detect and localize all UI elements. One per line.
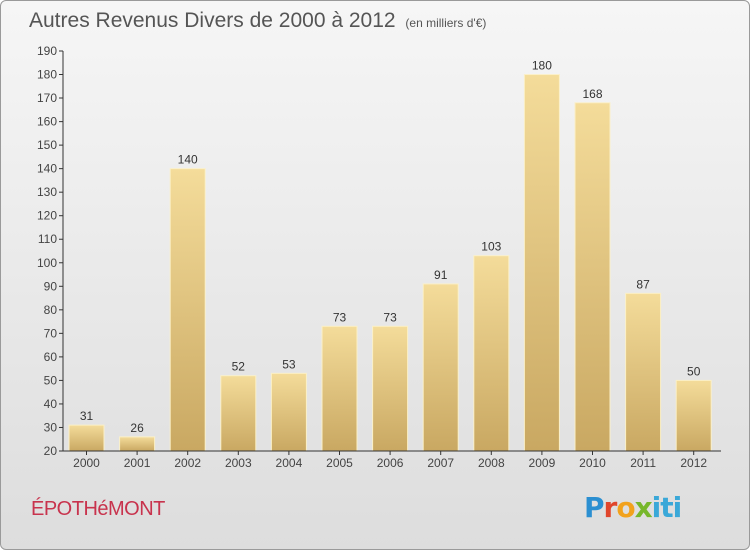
x-axis: 2000 2001 2002 2003 2004 2005 2006 2007 2008 2009…: [63, 450, 721, 470]
value-label-2008: 103: [481, 240, 501, 254]
x-tick-label-2008: 2008: [478, 456, 505, 470]
value-label-2001: 26: [130, 421, 144, 435]
bar-2012: [675, 379, 712, 452]
bar-2005: [321, 325, 358, 452]
y-tick-label: 80: [44, 303, 58, 317]
value-label-2005: 73: [333, 310, 347, 324]
value-label-2006: 73: [383, 310, 397, 324]
y-tick-label: 20: [44, 444, 58, 458]
y-tick-label: 170: [37, 91, 57, 105]
commune-name: ÉPOTHéMONT: [31, 498, 165, 520]
y-tick-label: 90: [44, 279, 58, 293]
x-tick-label-2005: 2005: [326, 456, 353, 470]
y-tick-label: 180: [37, 68, 57, 82]
y-tick-label: 120: [37, 209, 57, 223]
value-label-2009: 180: [532, 59, 552, 73]
bar-2007: [422, 283, 459, 452]
x-tick-label-2011: 2011: [630, 456, 656, 470]
y-tick-label: 40: [44, 397, 58, 411]
y-tick-label: 140: [37, 162, 57, 176]
x-tick-label-2001: 2001: [124, 456, 151, 470]
bar-2002: [169, 168, 206, 452]
x-tick-label-2003: 2003: [225, 456, 252, 470]
x-tick-label-2009: 2009: [529, 456, 556, 470]
value-label-2004: 53: [282, 357, 296, 371]
chart-title: Autres Revenus Divers de 2000 à 2012 (en…: [29, 9, 486, 33]
bar-2004: [270, 372, 307, 452]
chart-title-text: Autres Revenus Divers de 2000 à 2012: [29, 9, 396, 32]
x-tick-label-2004: 2004: [276, 456, 303, 470]
y-tick-label: 150: [37, 138, 57, 152]
value-label-2012: 50: [687, 364, 701, 378]
y-tick-label: 60: [44, 350, 58, 364]
x-tick-label-2000: 2000: [73, 456, 100, 470]
y-tick-label: 130: [37, 185, 57, 199]
bar-2001: [119, 436, 156, 452]
y-tick-label: 70: [44, 326, 58, 340]
value-label-2000: 31: [80, 409, 94, 423]
bar-2003: [220, 375, 257, 452]
bar-2009: [523, 74, 560, 452]
value-label-2010: 168: [582, 87, 602, 101]
chart-unit: (en milliers d'€): [405, 16, 487, 30]
bar-2011: [625, 292, 662, 452]
bar-2006: [372, 325, 409, 452]
bars: 31 26 140 52 53 73 73 91 103 180 168 87 50: [68, 59, 712, 452]
y-tick-label: 110: [38, 232, 57, 246]
value-label-2003: 52: [232, 360, 246, 374]
value-label-2007: 91: [434, 268, 448, 282]
y-tick-label: 30: [44, 420, 58, 434]
x-tick-label-2007: 2007: [427, 456, 454, 470]
bar-2010: [574, 102, 611, 452]
bar-2008: [473, 255, 510, 452]
value-label-2011: 87: [636, 277, 650, 291]
y-tick-label: 190: [37, 44, 57, 58]
x-tick-label-2010: 2010: [579, 456, 606, 470]
y-tick-label: 160: [37, 115, 57, 129]
x-tick-label-2012: 2012: [680, 456, 707, 470]
bar-2000: [68, 424, 105, 452]
proxiti-logo: Proxiti: [584, 491, 682, 524]
x-tick-label-2006: 2006: [377, 456, 404, 470]
value-label-2002: 140: [178, 153, 198, 167]
y-axis: 20 30 40 50 60 70 80 90 100 110 120 130 140 150 160 170…: [37, 44, 64, 458]
y-tick-label: 100: [37, 256, 57, 270]
x-tick-label-2002: 2002: [174, 456, 201, 470]
y-tick-label: 50: [44, 373, 58, 387]
